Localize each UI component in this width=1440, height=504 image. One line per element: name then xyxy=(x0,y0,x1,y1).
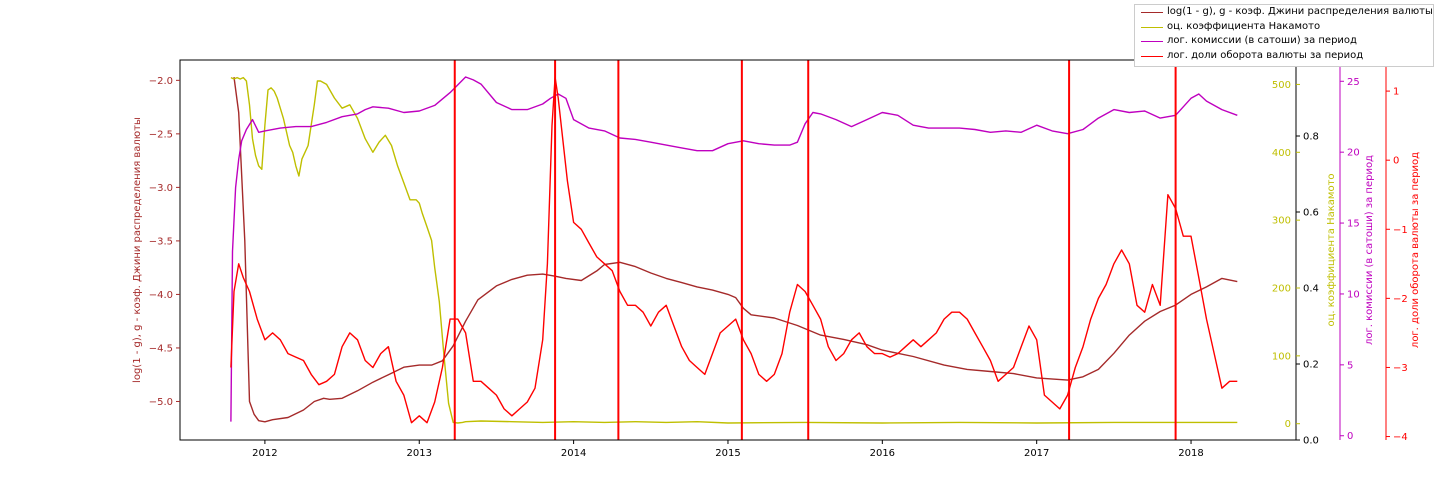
series-line-1 xyxy=(230,76,1238,424)
right1-tick-label: 100 xyxy=(1272,351,1291,362)
right2-tick-label: 25 xyxy=(1347,77,1360,88)
right1-tick-label: 500 xyxy=(1272,80,1291,91)
right1-tick-label: 0 xyxy=(1285,419,1291,430)
left-axis-label: log(1 - g), g - коэф. Джини распределени… xyxy=(132,117,143,383)
aux-tick-label: 0.6 xyxy=(1303,208,1319,219)
left-tick-label: −4.5 xyxy=(149,343,173,354)
right2-tick-label: 0 xyxy=(1347,431,1353,442)
x-tick-label: 2016 xyxy=(870,448,895,459)
left-tick-label: −3.5 xyxy=(149,236,173,247)
left-tick-label: −4.0 xyxy=(149,290,173,301)
legend-label-fees: лог. комиссии (в сатоши) за период xyxy=(1167,35,1357,46)
right1-axis-label: оц. коэффициента Накамото xyxy=(1326,173,1337,326)
legend-entry-turnover: лог. доли оборота валюты за период xyxy=(1135,49,1433,64)
series-line-2 xyxy=(230,76,1238,422)
legend-swatch-nakamoto xyxy=(1141,26,1163,28)
legend-entry-fees: лог. комиссии (в сатоши) за период xyxy=(1135,34,1433,49)
left-tick-label: −2.5 xyxy=(149,129,173,140)
plot-frame xyxy=(179,59,1297,441)
series-line-0 xyxy=(233,77,1238,423)
right2-axis-label: лог. комиссии (в сатоши) за период xyxy=(1364,155,1375,345)
right3-axis-label: лог. доли оборота валюты за период xyxy=(1410,152,1421,348)
aux-tick-label: 0.4 xyxy=(1303,284,1319,295)
legend-swatch-gini xyxy=(1141,12,1163,13)
right3-tick-label: −3 xyxy=(1393,363,1408,374)
legend-label-turnover: лог. доли оборота валюты за период xyxy=(1167,49,1364,61)
aux-tick-label: 0.0 xyxy=(1303,436,1319,447)
right2-tick-label: 10 xyxy=(1347,289,1360,300)
right3-tick-label: 0 xyxy=(1393,156,1399,167)
legend-label-nakamoto: оц. коэффициента Накамото xyxy=(1167,20,1321,32)
right3-tick-label: 1 xyxy=(1393,87,1399,98)
x-tick-label: 2018 xyxy=(1178,448,1203,459)
x-tick-label: 2012 xyxy=(252,448,277,459)
legend-swatch-turnover xyxy=(1141,55,1163,57)
right1-tick-label: 400 xyxy=(1272,148,1291,159)
legend-label-gini: log(1 - g), g - коэф. Джини распределени… xyxy=(1167,6,1433,17)
legend: log(1 - g), g - коэф. Джини распределени… xyxy=(1134,4,1434,67)
aux-tick-label: 0.8 xyxy=(1303,132,1319,143)
left-tick-label: −3.0 xyxy=(149,183,173,194)
legend-entry-nakamoto: оц. коэффициента Накамото xyxy=(1135,20,1433,35)
right3-tick-label: −1 xyxy=(1393,225,1408,236)
series-line-3 xyxy=(230,76,1238,424)
aux-tick-label: 0.2 xyxy=(1303,360,1319,371)
right2-tick-label: 15 xyxy=(1347,219,1360,230)
right3-tick-label: −2 xyxy=(1393,294,1408,305)
right2-tick-label: 5 xyxy=(1347,360,1353,371)
right1-tick-label: 200 xyxy=(1272,284,1291,295)
right1-tick-label: 300 xyxy=(1272,216,1291,227)
x-tick-label: 2015 xyxy=(715,448,740,459)
legend-swatch-fees xyxy=(1141,41,1163,42)
legend-entry-gini: log(1 - g), g - коэф. Джини распределени… xyxy=(1135,5,1433,20)
left-tick-label: −5.0 xyxy=(149,397,173,408)
left-tick-label: −2.0 xyxy=(149,76,173,87)
right2-tick-label: 20 xyxy=(1347,148,1360,159)
right3-tick-label: −4 xyxy=(1393,432,1408,443)
x-tick-label: 2014 xyxy=(561,448,586,459)
x-tick-label: 2013 xyxy=(407,448,432,459)
x-tick-label: 2017 xyxy=(1024,448,1049,459)
